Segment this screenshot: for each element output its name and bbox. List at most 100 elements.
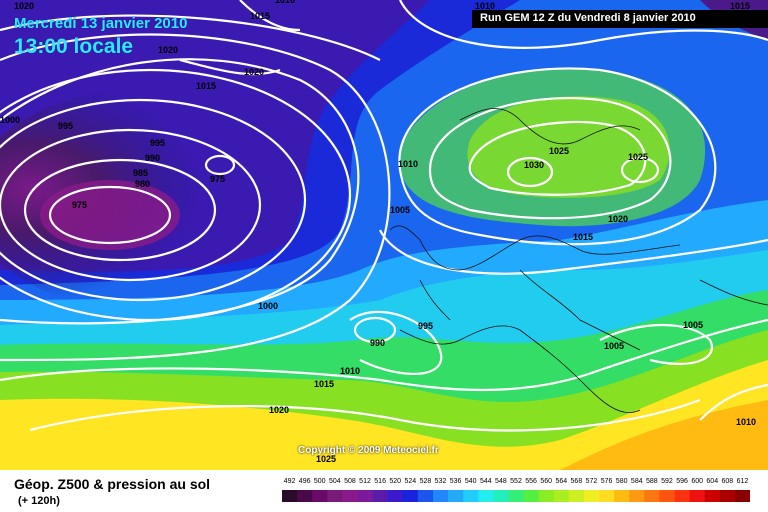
band-orange [560, 400, 768, 470]
copyright: Copyright © 2009 Meteociel.fr [298, 445, 439, 456]
isobar-label: 1020 [269, 405, 289, 415]
legend-label: 604 [706, 478, 719, 485]
legend-swatch [327, 490, 343, 502]
legend-swatch [463, 490, 479, 502]
isobar-label: 1020 [244, 67, 264, 77]
isobar-label: 1010 [398, 159, 418, 169]
isobar-label: 1015 [730, 1, 750, 11]
legend-swatch [508, 490, 525, 502]
legend-label: 536 [449, 478, 462, 485]
legend-swatch [342, 490, 358, 502]
legend-label: 508 [344, 478, 356, 485]
legend-swatch [402, 490, 419, 502]
legend-label: 564 [555, 478, 568, 485]
isobar-label: 1020 [158, 45, 178, 55]
legend-label: 504 [328, 478, 341, 485]
isobar [379, 229, 768, 275]
isobar-label: 975 [72, 200, 87, 210]
geopotential-map: 1020 1015 1010 1010 1020 1015 1020 1015 … [0, 0, 768, 470]
legend-swatch [538, 490, 555, 502]
isobar [699, 383, 768, 421]
legend-label: 596 [676, 478, 688, 485]
isobar-label: 1025 [628, 152, 648, 162]
isobar-labels: 1020 1015 1010 1010 1020 1015 1020 1015 … [0, 0, 756, 464]
isobar [0, 128, 262, 282]
legend-label: 552 [510, 478, 522, 485]
legend-swatch [387, 490, 404, 502]
isobar-label: 975 [210, 174, 225, 184]
legend-label: 588 [646, 478, 658, 485]
isobar-label: 995 [150, 138, 165, 148]
legend-label: 584 [630, 478, 643, 485]
legend-swatch [629, 490, 645, 502]
isobar-label: 1015 [573, 232, 593, 242]
forecast-date: Mercredi 13 janvier 2010 [14, 15, 188, 32]
high-core [467, 96, 670, 198]
run-banner [472, 10, 768, 28]
isobar-label: 990 [370, 338, 385, 348]
legend-swatch [644, 490, 660, 502]
legend-label: 492 [283, 478, 296, 485]
isobar [204, 154, 236, 176]
legend-swatch [719, 490, 736, 502]
model-run: Run GEM 12 Z du Vendredi 8 janvier 2010 [480, 12, 696, 24]
legend-swatch [432, 490, 449, 502]
legend-label: 612 [736, 478, 749, 485]
legend-swatch [448, 490, 464, 502]
isobar-label: 1020 [14, 1, 34, 11]
isobar-label: 1000 [258, 301, 278, 311]
isobar-label: 990 [145, 153, 160, 163]
isobar-label: 1030 [524, 160, 544, 170]
isobar [428, 96, 672, 220]
legend-swatch [372, 490, 389, 502]
isobar [399, 0, 768, 49]
legend-swatch [282, 490, 298, 502]
legend-swatch [734, 490, 750, 502]
legend-label: 520 [389, 478, 402, 485]
legend-label: 512 [359, 478, 371, 485]
isobar [0, 58, 360, 325]
isobar [29, 398, 701, 432]
legend-swatch [523, 490, 540, 502]
isobar-label: 1005 [390, 205, 410, 215]
isobar [349, 310, 443, 375]
isobar-label: 1015 [314, 379, 334, 389]
legend-label: 592 [661, 478, 673, 485]
legend-label: 532 [434, 478, 447, 485]
isobar [0, 318, 768, 392]
isobar-label: 1010 [736, 417, 756, 427]
isobar-label: 1005 [604, 341, 624, 351]
isobar-label: 1000 [0, 115, 20, 125]
isobars [0, 0, 768, 432]
legend-label: 500 [313, 478, 326, 485]
legend-swatch [583, 490, 600, 502]
legend-swatch [493, 490, 509, 502]
isobar [353, 316, 397, 344]
legend-swatch [297, 490, 313, 502]
legend-label: 528 [419, 478, 432, 485]
legend-swatch [659, 490, 676, 502]
isobar-label: 1010 [475, 1, 495, 11]
legend-label: 496 [298, 478, 311, 485]
isobar [468, 120, 647, 196]
legend-label: 544 [479, 478, 492, 485]
legend-swatch [704, 490, 721, 502]
lead-time: (+ 120h) [18, 495, 60, 507]
legend-label: 600 [691, 478, 703, 485]
isobar [599, 323, 713, 365]
legend-label: 580 [615, 478, 628, 485]
isobar [239, 0, 301, 32]
isobar-label: 1015 [250, 11, 270, 21]
isobar-label: 980 [135, 179, 150, 189]
legend-label: 556 [525, 478, 537, 485]
isobar-label: 995 [58, 121, 73, 131]
isobar-label: 985 [133, 168, 148, 178]
legend-swatch [357, 490, 374, 502]
legend-swatch [312, 490, 328, 502]
legend-label: 560 [540, 478, 553, 485]
legend-label: 516 [374, 478, 386, 485]
legend-label: 548 [495, 478, 507, 485]
isobar-label: 1005 [683, 320, 703, 330]
isobar-label: 1025 [549, 146, 569, 156]
color-legend [282, 490, 750, 502]
